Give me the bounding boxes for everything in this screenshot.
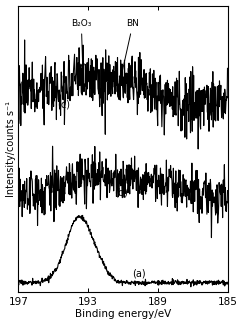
Text: BN: BN xyxy=(119,20,139,80)
Text: (c): (c) xyxy=(57,99,70,110)
Text: (b): (b) xyxy=(114,187,128,197)
X-axis label: Binding energy/eV: Binding energy/eV xyxy=(75,309,171,319)
Text: (a): (a) xyxy=(132,268,145,278)
Text: B₂O₃: B₂O₃ xyxy=(71,20,92,68)
Y-axis label: Intensity/counts s⁻¹: Intensity/counts s⁻¹ xyxy=(6,101,16,197)
